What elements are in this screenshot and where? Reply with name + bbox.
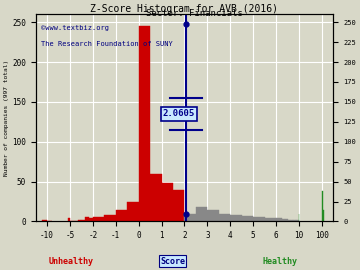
Bar <box>219 214 230 221</box>
Bar <box>139 26 150 221</box>
Bar <box>288 220 291 221</box>
Text: The Research Foundation of SUNY: The Research Foundation of SUNY <box>41 41 173 47</box>
Bar <box>291 220 293 221</box>
Text: Score: Score <box>160 257 185 266</box>
Bar <box>184 214 196 221</box>
Title: Z-Score Histogram for AVB (2016): Z-Score Histogram for AVB (2016) <box>90 4 278 14</box>
Bar <box>85 217 89 221</box>
Bar <box>68 218 70 221</box>
Bar <box>150 174 162 221</box>
Y-axis label: Number of companies (997 total): Number of companies (997 total) <box>4 60 9 176</box>
Bar <box>81 220 85 221</box>
Text: Sector: Financials: Sector: Financials <box>146 9 243 18</box>
Bar <box>276 218 279 221</box>
Bar <box>116 210 127 221</box>
Bar <box>253 217 265 221</box>
Bar <box>207 210 219 221</box>
Bar <box>104 215 116 221</box>
Bar <box>42 220 47 221</box>
Bar <box>89 218 93 221</box>
Bar <box>242 216 253 221</box>
Bar <box>293 220 296 221</box>
Bar <box>127 202 139 221</box>
Text: 2.0605: 2.0605 <box>163 109 195 118</box>
Text: Unhealthy: Unhealthy <box>49 257 94 266</box>
Bar <box>282 219 285 221</box>
Bar <box>162 183 173 221</box>
Bar <box>230 215 242 221</box>
Bar <box>93 217 104 221</box>
Bar <box>322 191 323 221</box>
Text: ©www.textbiz.org: ©www.textbiz.org <box>41 25 109 31</box>
Bar <box>173 190 184 221</box>
Bar <box>77 220 81 221</box>
Bar <box>279 218 282 221</box>
Bar <box>265 218 276 221</box>
Bar <box>323 210 324 221</box>
Bar <box>296 220 299 221</box>
Bar <box>285 219 288 221</box>
Text: Healthy: Healthy <box>262 257 297 266</box>
Bar <box>196 207 207 221</box>
